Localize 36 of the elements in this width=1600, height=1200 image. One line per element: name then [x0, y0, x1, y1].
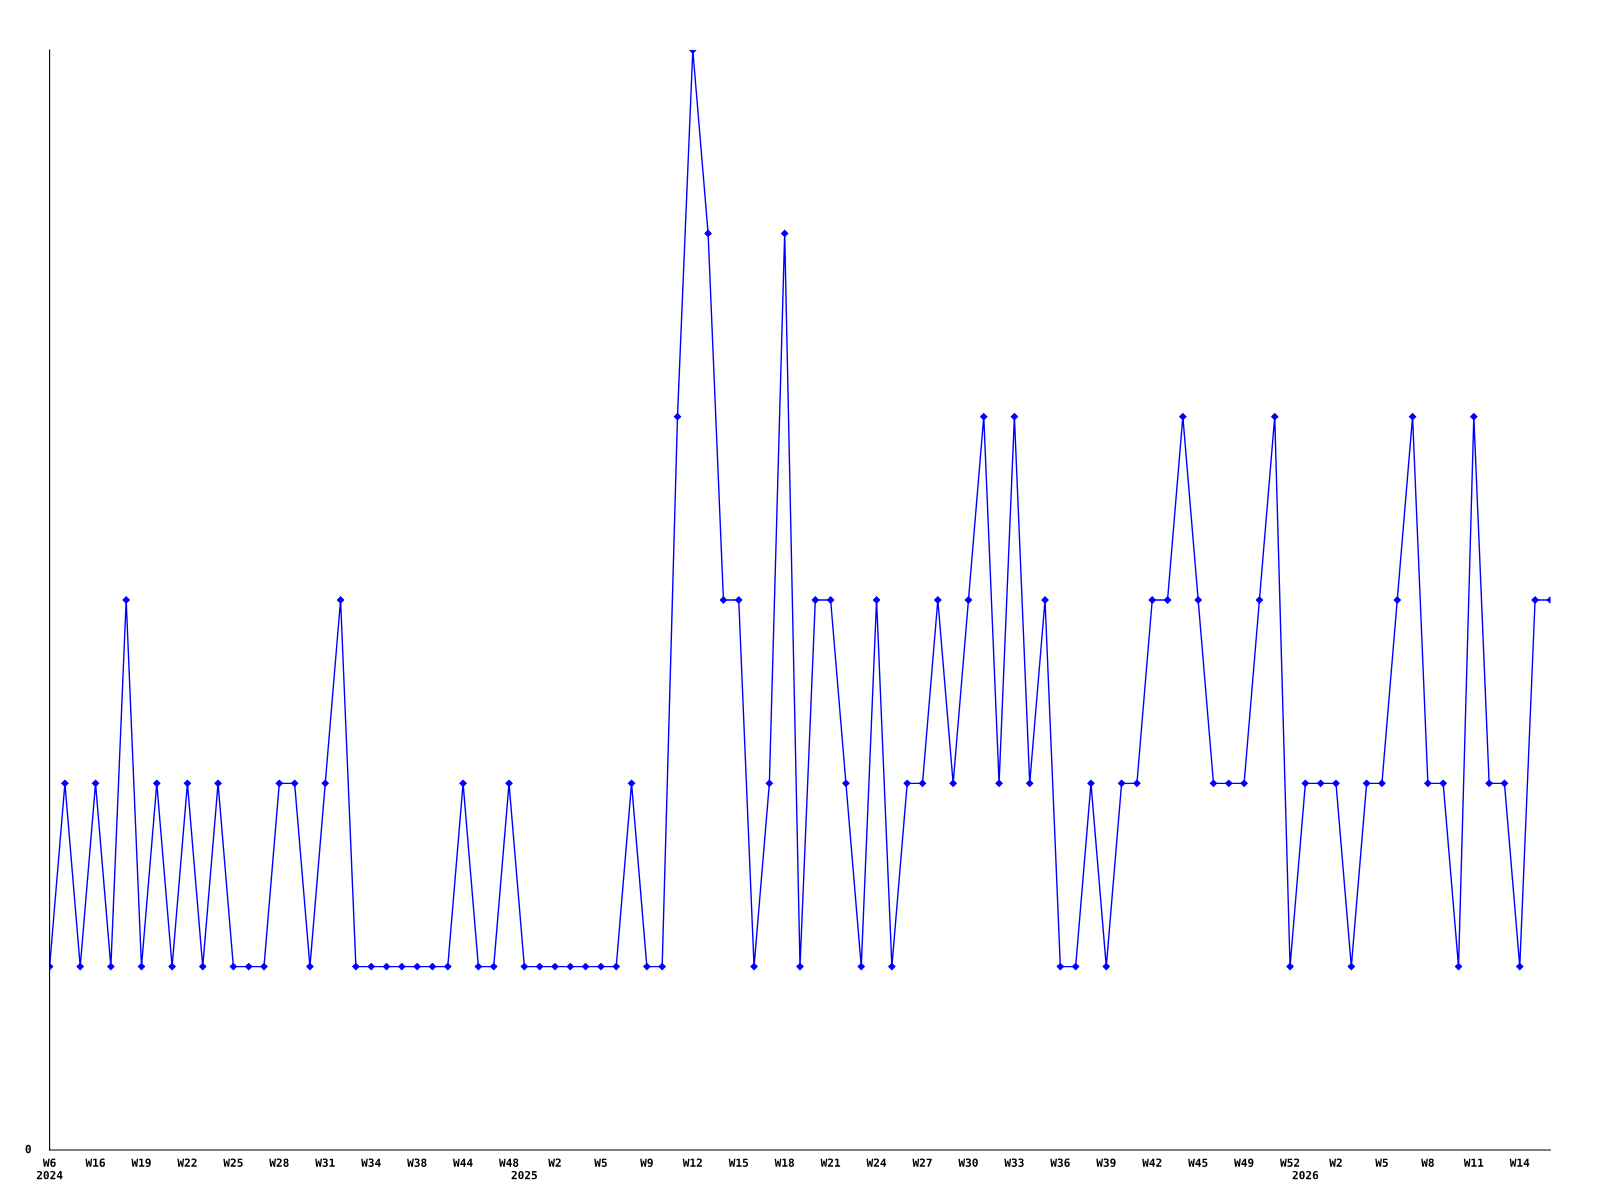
x-tick-label: W27: [912, 1158, 932, 1167]
x-tick-label: W44: [453, 1158, 473, 1167]
x-tick-label: W15: [728, 1158, 749, 1167]
x-tick-label: W14: [1509, 1158, 1530, 1167]
x-tick-label: W21: [820, 1158, 841, 1167]
x-tick-label: W16: [85, 1158, 105, 1167]
text: 0: [25, 1144, 31, 1154]
x-tick-label: W18: [774, 1158, 795, 1167]
x-tick-label: W30: [958, 1158, 978, 1167]
x-tick-label: W38: [407, 1158, 427, 1167]
x-tick-label: W48: [498, 1158, 519, 1167]
x-tick-label: W52: [1280, 1158, 1300, 1167]
x-tick-label: W24: [866, 1158, 887, 1167]
x-tick-label: W25: [223, 1158, 243, 1167]
x-tick-label: W49: [1234, 1158, 1254, 1167]
x-tick-label: W2: [548, 1158, 561, 1167]
x-tick-label: W31: [315, 1158, 335, 1167]
x-tick-label: W5: [1375, 1158, 1388, 1167]
x-tick-label: 2025: [511, 1170, 537, 1180]
x-tick-label: W8: [1421, 1158, 1434, 1167]
x-tick-label: W45: [1188, 1158, 1208, 1167]
x-tick-label: W22: [177, 1158, 197, 1167]
x-tick-label: W33: [1004, 1158, 1024, 1167]
x-tick-label: W28: [269, 1158, 289, 1167]
x-tick-label: W6 2024: [36, 1158, 63, 1180]
x-tick-label: W34: [361, 1158, 381, 1167]
x-tick-label: W9: [640, 1158, 653, 1167]
x-tick-label: W11: [1463, 1158, 1484, 1167]
x-tick-label: W36: [1050, 1158, 1070, 1167]
x-tick-label: W2: [1329, 1158, 1342, 1167]
x-tick-label: W42: [1142, 1158, 1162, 1167]
x-tick-label: W12: [682, 1158, 702, 1167]
x-tick-label: 2026: [1292, 1170, 1319, 1180]
x-tick-label: W5: [594, 1158, 607, 1167]
x-tick-label: W39: [1096, 1158, 1116, 1167]
x-tick-label: W19: [131, 1158, 151, 1167]
